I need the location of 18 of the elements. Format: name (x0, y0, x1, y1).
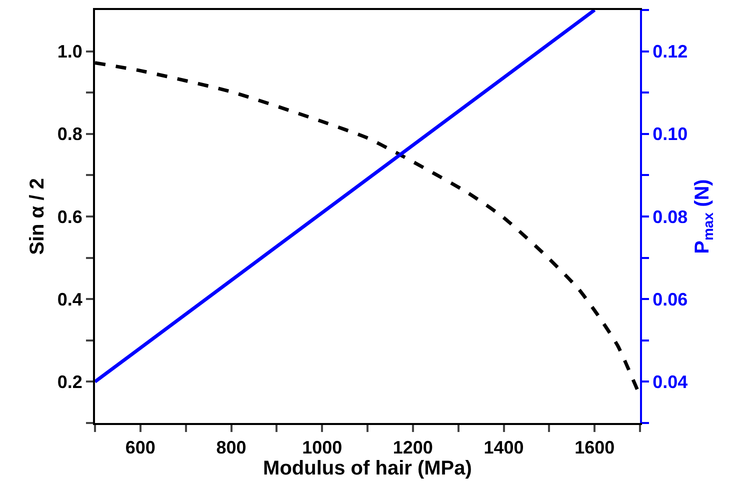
x-tick-label: 800 (216, 438, 246, 458)
y-tick-label: 1.0 (57, 42, 82, 62)
x-tick-label: 1000 (302, 438, 342, 458)
y2-tick-label: 0.12 (652, 42, 688, 62)
x-tick-label: 600 (125, 438, 156, 458)
y-axis-title: Sin α / 2 (26, 178, 48, 255)
x-tick-label: 1600 (574, 438, 615, 458)
y-tick-label: 0.6 (57, 206, 82, 227)
y2-tick-label: 0.06 (652, 289, 688, 310)
y2-tick-label: 0.04 (652, 372, 688, 392)
y-tick-label: 0.2 (57, 372, 82, 392)
y-tick-label: 0.8 (57, 124, 82, 144)
y-tick-label: 0.4 (57, 289, 82, 310)
x-axis-title: Modulus of hair (MPa) (263, 458, 472, 480)
y2-tick-label: 0.10 (652, 124, 688, 144)
x-tick-label: 1200 (392, 438, 433, 458)
y2-tick-label: 0.08 (652, 206, 688, 227)
x-tick-label: 1400 (484, 438, 524, 458)
